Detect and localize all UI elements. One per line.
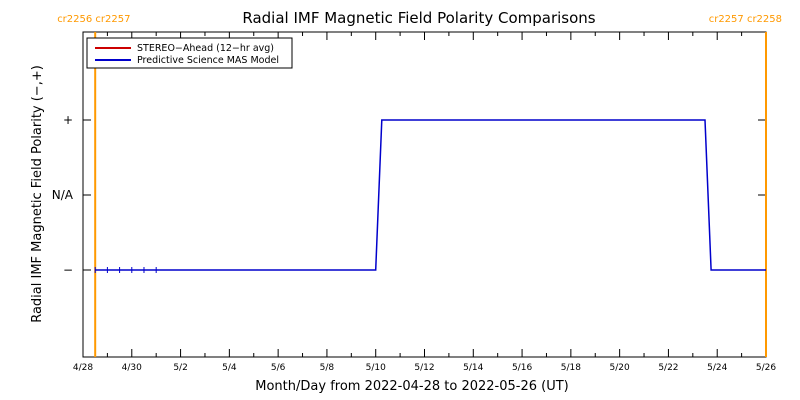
carrington-marker-label: cr2257 cr2258 xyxy=(709,14,782,25)
y-tick-label: − xyxy=(63,263,73,277)
carrington-markers: cr2256 cr2257 cr2257 cr2258 xyxy=(57,14,782,357)
plot-frame xyxy=(82,31,767,358)
legend-label-stereo: STEREO−Ahead (12−hr avg) xyxy=(137,43,274,54)
legend-label-model: Predictive Science MAS Model xyxy=(137,55,279,66)
x-tick-label: 4/30 xyxy=(122,363,142,373)
y-tick-label: N/A xyxy=(52,188,74,202)
x-tick-label: 5/10 xyxy=(366,363,386,373)
chart-title: Radial IMF Magnetic Field Polarity Compa… xyxy=(242,9,595,27)
x-tick-label: 4/28 xyxy=(73,363,93,373)
y-axis: − N/A + xyxy=(52,113,766,277)
x-tick-label: 5/12 xyxy=(414,363,434,373)
legend: STEREO−Ahead (12−hr avg) Predictive Scie… xyxy=(86,37,293,69)
x-tick-label: 5/18 xyxy=(561,363,581,373)
x-tick-label: 5/20 xyxy=(610,363,630,373)
x-tick-label: 5/14 xyxy=(463,363,483,373)
series-layer xyxy=(94,119,766,273)
x-axis: 4/28 4/30 5/2 5/4 5/6 5/8 5/10 5/12 5/14 5/16 5/18… xyxy=(73,32,776,373)
x-tick-label: 5/4 xyxy=(222,363,237,373)
x-tick-label: 5/6 xyxy=(271,363,286,373)
x-tick-label: 5/8 xyxy=(320,363,335,373)
x-tick-label: 5/24 xyxy=(707,363,727,373)
x-tick-label: 5/26 xyxy=(756,363,776,373)
x-axis-label: Month/Day from 2022-04-28 to 2022-05-26 … xyxy=(255,379,568,394)
y-tick-label: + xyxy=(63,113,73,127)
carrington-marker-label: cr2256 cr2257 xyxy=(57,14,130,25)
series-line-model xyxy=(95,119,766,271)
x-tick-label: 5/16 xyxy=(512,363,532,373)
legend-box xyxy=(86,37,293,69)
x-tick-label: 5/22 xyxy=(658,363,678,373)
y-axis-label: Radial IMF Magnetic Field Polarity (−,+) xyxy=(30,65,45,323)
x-tick-label: 5/2 xyxy=(173,363,187,373)
